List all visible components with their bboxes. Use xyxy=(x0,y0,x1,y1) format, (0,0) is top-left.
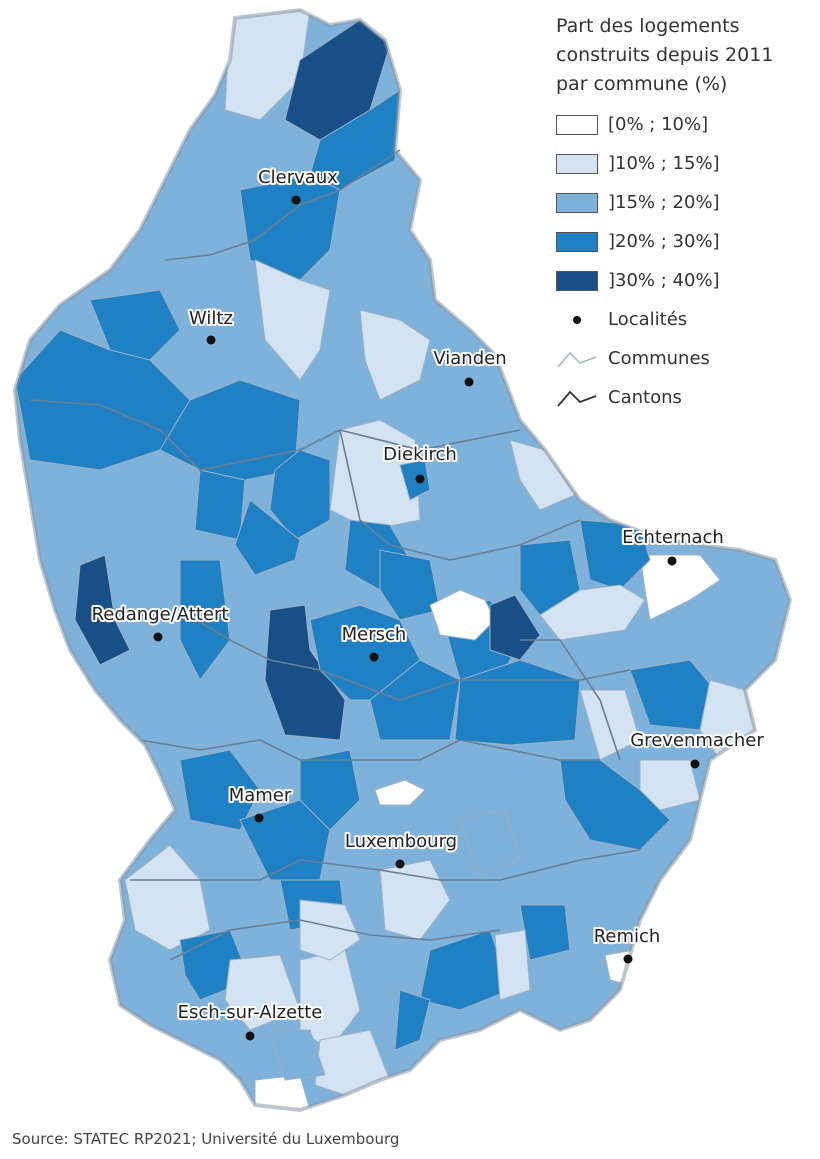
commune-area xyxy=(74,554,131,666)
legend-class-label: ]30% ; 40%] xyxy=(608,270,720,291)
locality-marker xyxy=(415,474,425,484)
town-esch-sur-alzette: Esch-sur-Alzette xyxy=(176,1000,324,1041)
town-clervaux: Clervaux xyxy=(256,165,340,205)
commune-area xyxy=(394,989,431,1051)
town-wiltz: Wiltz xyxy=(187,306,235,345)
locality-marker xyxy=(395,859,405,869)
locality-marker xyxy=(369,652,379,662)
commune-area xyxy=(519,904,571,961)
commune-area xyxy=(399,459,431,501)
legend-cantons-row: Cantons xyxy=(556,378,818,417)
commune-area xyxy=(239,174,341,281)
commune-area xyxy=(489,594,541,661)
luxembourg-choropleth-map: Clervaux Wiltz Vianden Diekirch Echterna… xyxy=(12,7,793,1113)
canton-boundaries xyxy=(29,149,641,961)
commune-area xyxy=(179,749,261,831)
commune-area xyxy=(579,689,641,761)
town-label: Wiltz xyxy=(189,308,233,329)
commune-area xyxy=(124,844,211,951)
legend-title-line: Part des logements xyxy=(556,15,740,37)
commune-area xyxy=(254,259,331,381)
source-note: Source: STATEC RP2021; Université du Lux… xyxy=(12,1130,400,1148)
town-label: Grevenmacher xyxy=(630,730,764,751)
locality-marker xyxy=(464,377,474,387)
town-label: Redange/Attert xyxy=(92,604,229,625)
legend-class-label: ]20% ; 30%] xyxy=(608,231,720,252)
town-mamer: Mamer xyxy=(227,783,294,823)
town-label: Mamer xyxy=(229,785,292,806)
legend-swatch xyxy=(556,270,598,291)
town-label: Esch-sur-Alzette xyxy=(178,1002,323,1023)
commune-area xyxy=(179,559,231,681)
town-label: Echternach xyxy=(622,527,724,548)
legend-swatch xyxy=(556,153,598,174)
map-legend: Part des logements construits depuis 201… xyxy=(556,12,818,417)
town-label: Vianden xyxy=(433,348,506,369)
commune-area xyxy=(379,859,451,941)
town-remich: Remich xyxy=(592,924,662,964)
town-vianden: Vianden xyxy=(431,346,509,387)
legend-class-row: [0% ; 10%] xyxy=(556,105,818,144)
commune-area xyxy=(369,659,461,741)
commune-area xyxy=(639,554,721,621)
commune-area xyxy=(559,759,671,851)
locality-marker xyxy=(690,759,700,769)
town-label: Mersch xyxy=(342,624,407,645)
commune-area xyxy=(269,1029,326,1081)
commune-area xyxy=(224,954,301,1031)
commune-area xyxy=(374,779,426,806)
commune-area xyxy=(89,289,181,361)
locality-marker xyxy=(245,1031,255,1041)
legend-communes-row: Communes xyxy=(556,339,818,378)
legend-localites-label: Localités xyxy=(608,309,688,330)
commune-area xyxy=(639,759,701,811)
town-label: Clervaux xyxy=(258,167,338,188)
locality-marker xyxy=(667,556,677,566)
commune-area xyxy=(264,604,346,741)
commune-area xyxy=(234,499,301,576)
legend-title-line: par commune (%) xyxy=(556,73,728,95)
town-label: Luxembourg xyxy=(345,831,457,852)
country-outline xyxy=(12,7,793,1113)
town-mersch: Mersch xyxy=(340,622,408,662)
town-echternach: Echternach xyxy=(620,525,726,566)
town-label: Remich xyxy=(594,926,661,947)
town-grevenmacher: Grevenmacher xyxy=(628,728,766,769)
legend-swatch xyxy=(556,114,598,135)
locality-marker xyxy=(623,954,633,964)
legend-class-row: ]20% ; 30%] xyxy=(556,222,818,261)
locality-dot-icon xyxy=(556,310,598,330)
commune-area xyxy=(379,549,441,621)
town-luxembourg: Luxembourg xyxy=(343,829,459,869)
commune-area xyxy=(299,749,361,831)
locality-marker xyxy=(206,335,216,345)
legend-class-row: ]15% ; 20%] xyxy=(556,183,818,222)
legend-class-label: ]10% ; 15%] xyxy=(608,153,720,174)
town-redange-attert: Redange/Attert xyxy=(90,602,230,642)
legend-communes-label: Communes xyxy=(608,348,710,369)
legend-class-row: ]30% ; 40%] xyxy=(556,261,818,300)
commune-line-icon xyxy=(557,351,597,367)
locality-marker xyxy=(254,813,264,823)
legend-class-row: ]10% ; 15%] xyxy=(556,144,818,183)
commune-area xyxy=(359,309,431,401)
locality-marker xyxy=(153,632,163,642)
legend-swatch xyxy=(556,192,598,213)
commune-area xyxy=(509,439,576,511)
legend-class-label: ]15% ; 20%] xyxy=(608,192,720,213)
commune-area xyxy=(194,469,246,541)
legend-class-label: [0% ; 10%] xyxy=(608,114,709,135)
legend-localites-row: Localités xyxy=(556,300,818,339)
legend-swatch xyxy=(556,231,598,252)
town-diekirch: Diekirch xyxy=(381,442,459,484)
canton-line-icon xyxy=(557,390,597,407)
locality-marker xyxy=(291,195,301,205)
legend-cantons-label: Cantons xyxy=(608,387,682,408)
commune-area xyxy=(494,929,531,1001)
commune-area xyxy=(299,899,361,961)
legend-title: Part des logements construits depuis 201… xyxy=(556,12,818,99)
town-label: Diekirch xyxy=(383,444,457,465)
legend-title-line: construits depuis 2011 xyxy=(556,44,774,66)
commune-area xyxy=(459,809,521,876)
